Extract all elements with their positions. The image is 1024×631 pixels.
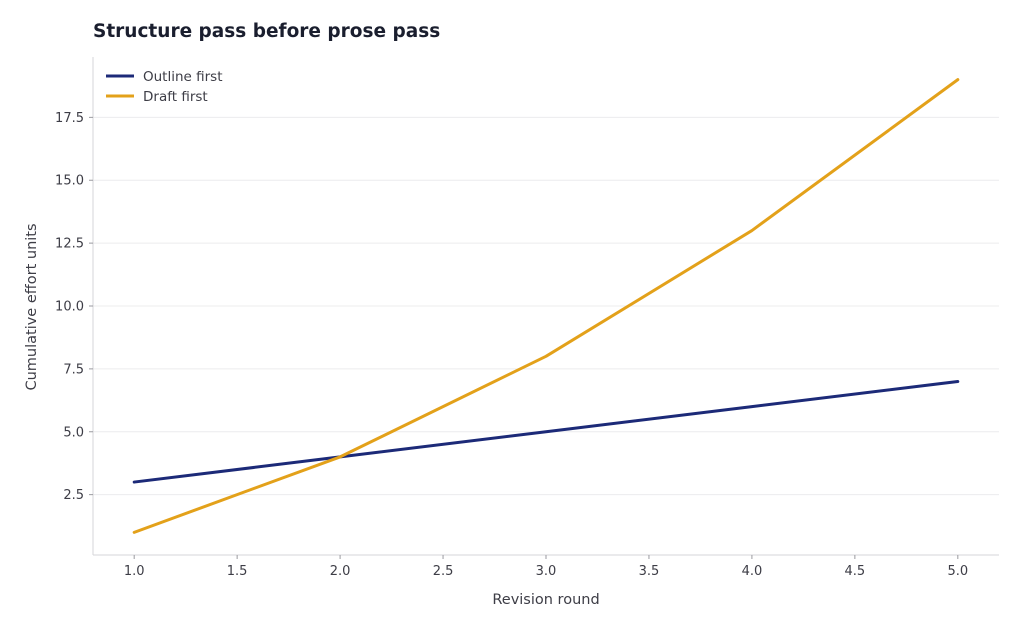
- legend-label-outline-first: Outline first: [143, 69, 223, 85]
- grid: [93, 116, 999, 496]
- y-axis-label: Cumulative effort units: [24, 223, 40, 390]
- x-tick-label: 1.0: [124, 564, 145, 579]
- y-tick-label: 12.5: [55, 237, 84, 252]
- series-line-draft-first: [132, 78, 960, 534]
- x-axis-label: Revision round: [492, 592, 599, 608]
- x-ticks: 1.0 1.5 2.0 2.5 3.0 3.5 4.0 4.5 5.0: [124, 555, 968, 579]
- x-tick-label: 2.0: [330, 564, 351, 579]
- chart-title: Structure pass before prose pass: [93, 21, 441, 42]
- x-tick-label: 3.5: [639, 564, 660, 579]
- x-tick-label: 1.5: [227, 564, 248, 579]
- y-ticks: 2.5 5.0 7.5 10.0 12.5 15.0 17.5: [55, 111, 93, 503]
- y-tick-label: 15.0: [55, 174, 84, 189]
- y-tick-label: 17.5: [55, 111, 84, 126]
- series-line-outline-first: [132, 379, 960, 484]
- x-tick-label: 4.5: [845, 564, 866, 579]
- series: [132, 78, 960, 534]
- x-tick-label: 5.0: [947, 564, 968, 579]
- legend-label-draft-first: Draft first: [143, 89, 208, 105]
- y-tick-label: 5.0: [63, 425, 84, 440]
- y-tick-label: 2.5: [63, 488, 84, 503]
- legend: Outline first Draft first: [106, 69, 223, 105]
- x-tick-label: 2.5: [433, 564, 454, 579]
- x-tick-label: 4.0: [742, 564, 763, 579]
- x-tick-label: 3.0: [536, 564, 557, 579]
- y-tick-label: 10.0: [55, 300, 84, 315]
- y-tick-label: 7.5: [63, 362, 84, 377]
